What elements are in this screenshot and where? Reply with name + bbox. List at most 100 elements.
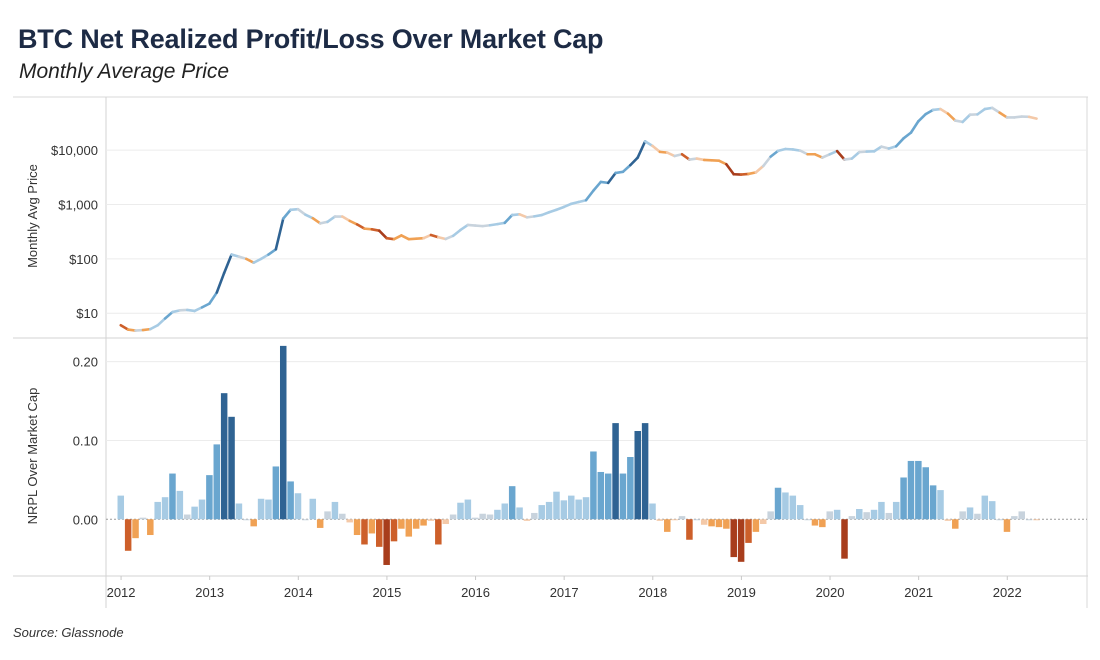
- price-line-segment: [281, 208, 292, 220]
- nrpl-bar: [671, 519, 678, 521]
- price-line-segment: [400, 234, 411, 241]
- nrpl-tick-label: 0.10: [73, 433, 98, 448]
- price-line-segment: [798, 149, 809, 156]
- nrpl-bar: [339, 513, 346, 520]
- nrpl-bar: [472, 517, 479, 520]
- nrpl-bar: [841, 519, 848, 559]
- price-line-segment: [259, 253, 270, 261]
- x-tick-label: 2012: [107, 585, 136, 600]
- price-line-segment: [555, 205, 566, 212]
- nrpl-bar: [176, 490, 184, 520]
- nrpl-bar: [612, 423, 619, 520]
- price-line-segment: [761, 155, 772, 168]
- price-line-segment: [245, 257, 255, 265]
- price-line-segment: [643, 140, 654, 148]
- price-line-segment: [946, 112, 957, 122]
- price-line-segment: [296, 207, 307, 216]
- nrpl-bar: [405, 519, 413, 537]
- nrpl-bar: [154, 501, 161, 520]
- nrpl-bar: [833, 509, 841, 520]
- price-line-segment: [156, 317, 167, 327]
- price-line-segment: [665, 151, 676, 158]
- nrpl-bar: [856, 509, 863, 520]
- nrpl-bar: [265, 499, 272, 520]
- price-line-segment: [990, 106, 1001, 114]
- x-tick-label: 2016: [461, 585, 490, 600]
- price-line-segment: [835, 149, 846, 161]
- nrpl-bar: [737, 519, 745, 562]
- nrpl-bar: [132, 519, 139, 539]
- nrpl-bar: [796, 505, 804, 520]
- price-line-segment: [680, 152, 691, 161]
- price-line-segment: [717, 159, 728, 166]
- nrpl-bar: [191, 506, 198, 520]
- nrpl-bar: [1033, 519, 1040, 521]
- source-note: Source: Glassnode: [13, 625, 124, 640]
- nrpl-bar: [966, 507, 974, 520]
- nrpl-bar: [398, 519, 405, 529]
- price-line-segment: [725, 162, 736, 176]
- x-tick-label: 2021: [904, 585, 933, 600]
- price-line-segment: [621, 163, 632, 174]
- price-line-segment: [1027, 115, 1038, 120]
- price-line-segment: [377, 229, 388, 240]
- price-gridlines: [106, 149, 1087, 314]
- nrpl-bar: [700, 519, 708, 525]
- x-tick-label: 2013: [195, 585, 224, 600]
- nrpl-bar: [892, 501, 900, 520]
- price-line-segment: [215, 271, 226, 294]
- nrpl-bar: [863, 512, 870, 520]
- nrpl-bar: [907, 460, 915, 520]
- price-line-segment: [998, 111, 1009, 119]
- nrpl-bar: [686, 519, 693, 540]
- nrpl-bar: [1011, 516, 1018, 520]
- price-line-segment: [208, 291, 219, 305]
- nrpl-bar: [752, 519, 760, 532]
- nrpl-bar: [324, 511, 331, 520]
- nrpl-bar: [641, 423, 649, 520]
- nrpl-bar: [988, 501, 996, 520]
- nrpl-bar: [331, 501, 339, 520]
- nrpl-bar: [1025, 519, 1033, 521]
- nrpl-bar: [250, 519, 257, 527]
- nrpl-bar: [390, 519, 398, 542]
- nrpl-bar: [309, 498, 317, 520]
- nrpl-bar: [819, 519, 826, 528]
- price-tick-label: $10,000: [51, 143, 98, 158]
- price-line-segment: [326, 215, 337, 224]
- nrpl-bar: [316, 519, 324, 528]
- nrpl-bar: [169, 473, 176, 520]
- nrpl-bar: [952, 519, 959, 529]
- price-line-segment: [584, 189, 595, 202]
- nrpl-bar: [922, 467, 929, 520]
- nrpl-bar: [760, 519, 767, 524]
- nrpl-bar: [937, 490, 944, 520]
- nrpl-bar: [575, 499, 582, 520]
- nrpl-bar: [900, 477, 907, 520]
- nrpl-bar: [442, 519, 449, 524]
- nrpl-bar: [412, 519, 420, 529]
- nrpl-bar: [516, 507, 523, 520]
- nrpl-bar: [545, 501, 553, 520]
- nrpl-tick-label: 0.00: [73, 512, 98, 527]
- price-line-segment: [592, 180, 603, 192]
- price-line-segment: [149, 323, 159, 331]
- price-axis-label: Monthly Avg Price: [25, 164, 40, 268]
- nrpl-bar: [1003, 519, 1011, 532]
- nrpl-bar: [124, 519, 132, 551]
- nrpl-bar: [353, 519, 361, 536]
- nrpl-bar: [361, 519, 368, 545]
- price-tick-label: $100: [69, 252, 98, 267]
- price-line-segment: [222, 253, 233, 275]
- price-line-segment: [348, 219, 359, 226]
- price-line-segment: [267, 247, 278, 256]
- nrpl-bar: [435, 519, 442, 545]
- nrpl-bar: [272, 466, 280, 520]
- x-tick-label: 2020: [816, 585, 845, 600]
- price-line-segment: [754, 164, 765, 174]
- nrpl-bar: [996, 519, 1003, 521]
- x-tick-label: 2018: [638, 585, 667, 600]
- price-line-segment: [769, 149, 780, 158]
- nrpl-bar: [767, 511, 774, 520]
- nrpl-bar: [878, 501, 885, 520]
